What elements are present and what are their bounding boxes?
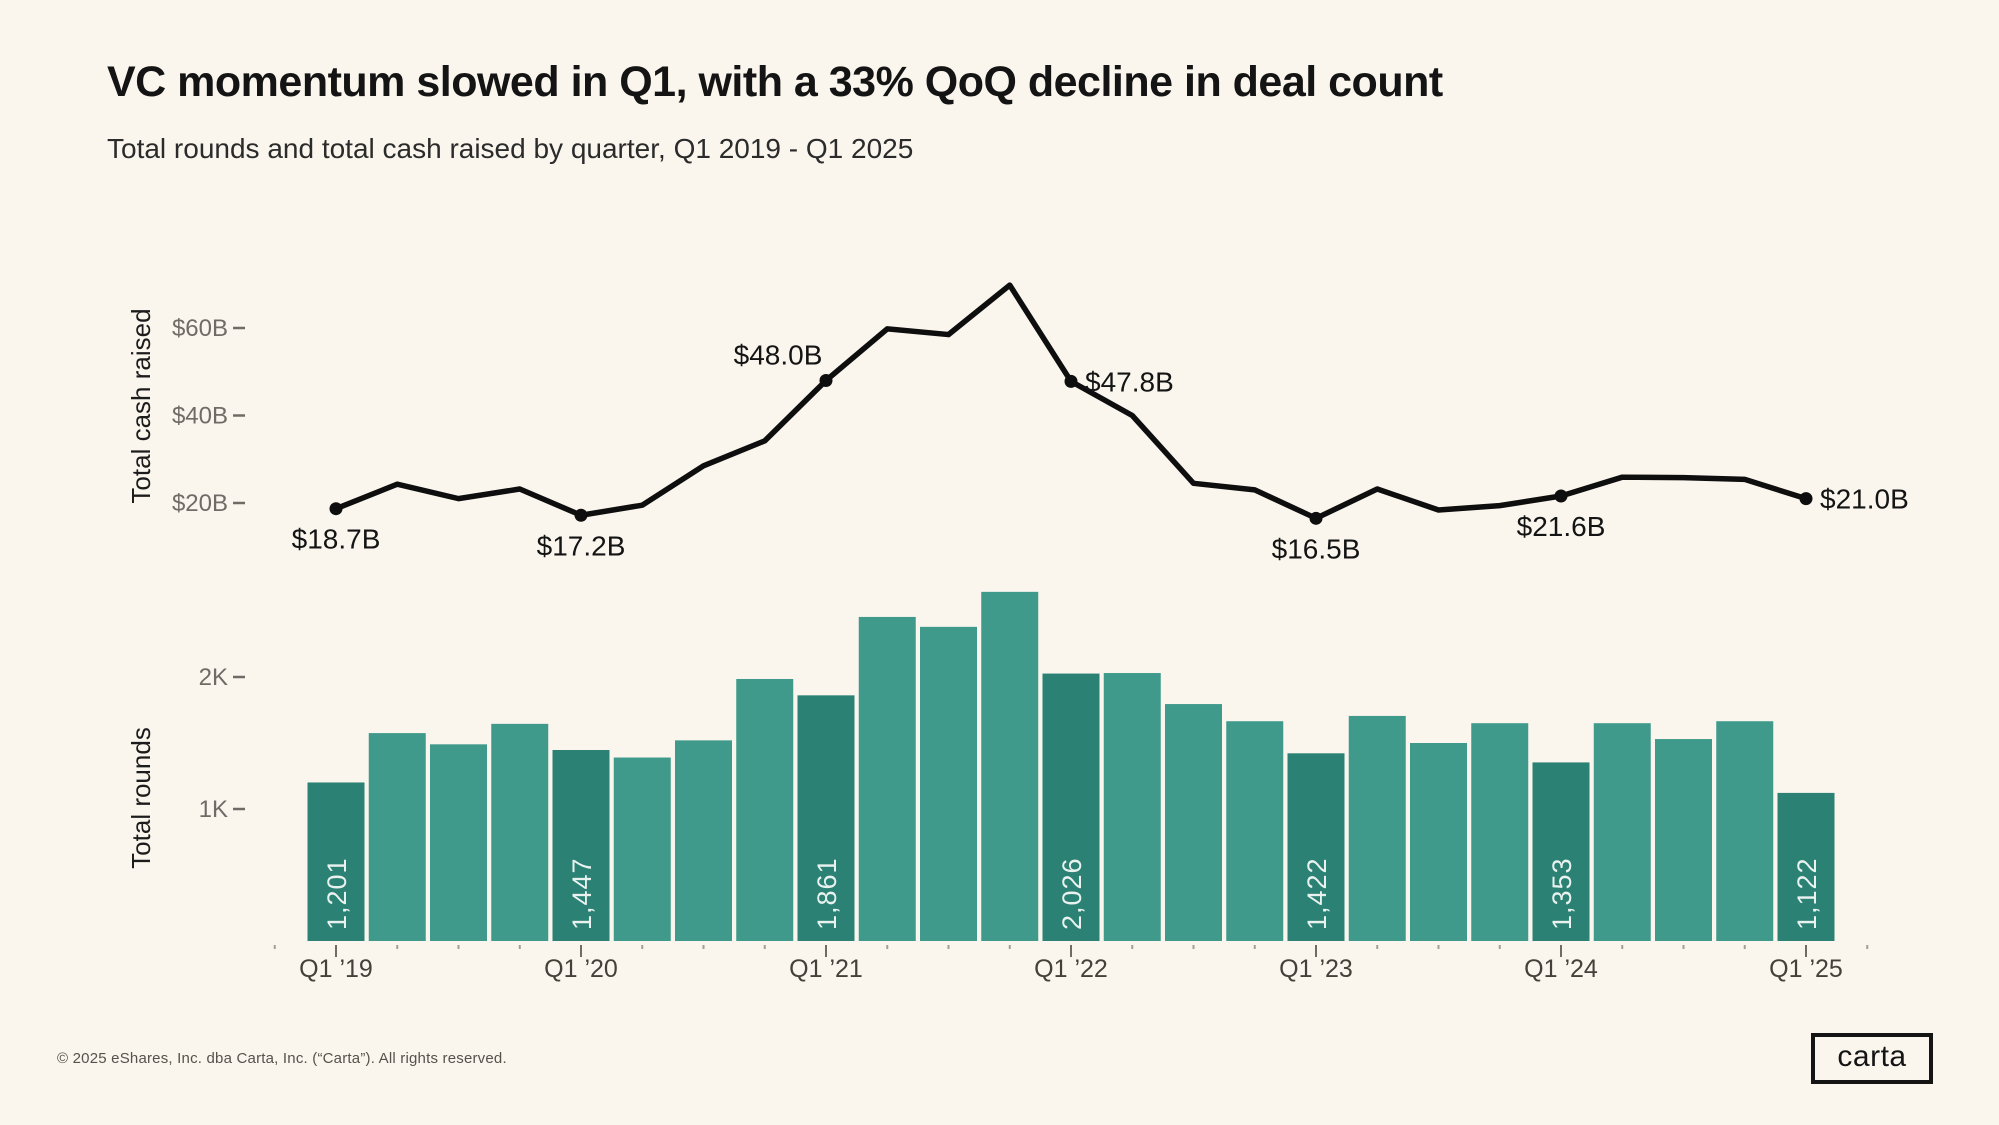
data-point-label-q1-25: $21.0B [1820, 484, 1909, 515]
bar-q4-23 [1471, 723, 1529, 941]
data-point-label-q1-20: $17.2B [537, 530, 626, 561]
bar-q1-21 [797, 695, 855, 941]
page-subtitle: Total rounds and total cash raised by qu… [107, 133, 914, 164]
x-axis-label-q1-25: Q1 ’25 [1769, 955, 1843, 983]
rounds-axis-tick-label: 2K [199, 664, 228, 691]
data-point-dot-q1-22 [1064, 374, 1078, 388]
bar-q1-19 [307, 782, 365, 941]
data-point-label-q1-23: $16.5B [1272, 533, 1361, 564]
data-point-dot-q1-21 [819, 374, 833, 387]
bar-q4-21 [981, 591, 1039, 941]
data-point-dot-q1-24 [1554, 489, 1568, 503]
bar-q1-24 [1532, 762, 1590, 941]
x-axis-label-q1-24: Q1 ’24 [1524, 955, 1598, 983]
cash-raised-line [333, 282, 1809, 522]
bar-q1-22 [1042, 673, 1100, 941]
bar-q3-24 [1655, 739, 1712, 941]
rounds-axis-title: Total rounds [126, 727, 156, 869]
cash-axis-tick-label: $40B [172, 403, 228, 430]
x-axis-label-q1-19: Q1 ’19 [299, 955, 373, 983]
bar-q3-19 [430, 744, 487, 941]
bar-q2-24 [1593, 723, 1651, 941]
bar-q1-20 [552, 749, 610, 941]
carta-logo: carta [1811, 1033, 1933, 1084]
bar-value-label-q1-20: 1,447 [567, 857, 597, 930]
bar-value-label-q1-19: 1,201 [322, 857, 352, 930]
data-point-label-q1-24: $21.6B [1517, 511, 1606, 542]
x-axis-label-q1-23: Q1 ’23 [1279, 955, 1353, 983]
bar-q3-22 [1165, 704, 1222, 941]
x-axis-label-q1-20: Q1 ’20 [544, 955, 618, 983]
x-axis-label-q1-22: Q1 ’22 [1034, 955, 1108, 983]
bar-q2-22 [1103, 673, 1161, 941]
bar-q1-23 [1287, 753, 1345, 941]
bar-value-label-q1-25: 1,122 [1792, 857, 1822, 930]
data-point-label-q1-22: $47.8B [1085, 366, 1174, 397]
data-point-dot-q1-25 [1799, 492, 1813, 506]
bar-q2-19 [368, 733, 426, 941]
copyright-text: © 2025 eShares, Inc. dba Carta, Inc. (“C… [57, 1050, 507, 1067]
bar-value-label-q1-24: 1,353 [1547, 857, 1577, 930]
bar-q3-20 [675, 740, 732, 941]
bar-q3-23 [1410, 743, 1467, 941]
chart-header: VC momentum slowed in Q1, with a 33% QoQ… [107, 58, 1443, 165]
data-point-dot-q1-20 [574, 508, 588, 522]
data-point-label-q1-19: $18.7B [292, 524, 381, 555]
bar-q4-24 [1716, 721, 1774, 941]
data-point-dot-q1-23 [1309, 511, 1323, 525]
bar-q4-20 [736, 678, 794, 941]
bar-q2-23 [1348, 715, 1406, 941]
bar-value-label-q1-23: 1,422 [1302, 857, 1332, 930]
cash-axis-tick-label: $20B [172, 490, 228, 517]
data-point-dot-q1-19 [329, 502, 343, 516]
bar-q2-20 [613, 757, 671, 941]
x-axis-label-q1-21: Q1 ’21 [789, 955, 863, 983]
bar-q4-22 [1226, 721, 1284, 941]
bar-value-label-q1-22: 2,026 [1057, 857, 1087, 930]
rounds-axis-tick-label: 1K [199, 796, 228, 823]
cash-axis-title: Total cash raised [126, 308, 156, 503]
page-title: VC momentum slowed in Q1, with a 33% QoQ… [107, 58, 1443, 106]
bar-q1-25 [1777, 792, 1835, 941]
bar-value-label-q1-21: 1,861 [812, 857, 842, 930]
bar-q3-21 [920, 626, 977, 941]
bar-q4-19 [491, 723, 549, 941]
bar-q2-21 [858, 616, 916, 941]
carta-logo-text: carta [1837, 1040, 1907, 1073]
cash-axis-tick-label: $60B [172, 315, 228, 342]
data-point-label-q1-21: $48.0B [734, 340, 823, 371]
